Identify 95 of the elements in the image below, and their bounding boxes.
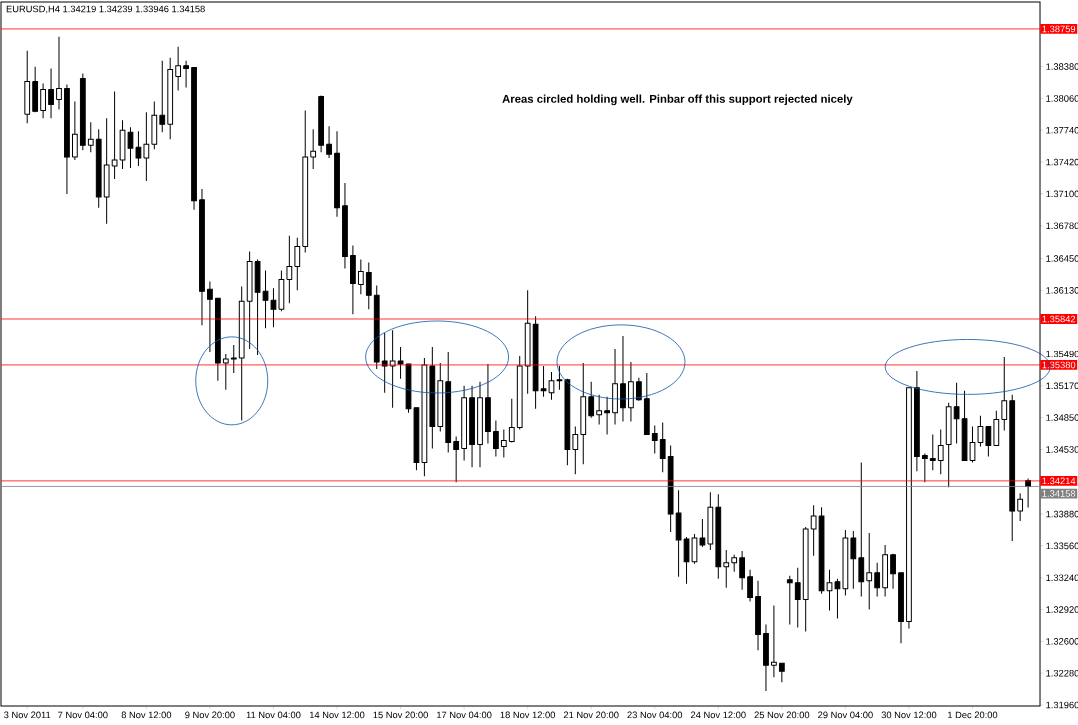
candlestick xyxy=(56,36,62,110)
ref-line-label: 1.35842 xyxy=(1042,315,1076,323)
candlestick xyxy=(659,422,666,473)
candlestick xyxy=(175,46,182,91)
candlestick xyxy=(596,394,603,426)
candlestick xyxy=(977,415,984,447)
candlestick xyxy=(500,429,507,458)
x-tick-label: 24 Nov 12:00 xyxy=(691,711,746,719)
x-tick-label: 7 Nov 04:00 xyxy=(58,711,108,719)
ref-line-label: 1.35380 xyxy=(1042,361,1076,369)
candlestick xyxy=(453,436,460,483)
candlestick xyxy=(1017,492,1024,522)
candlestick xyxy=(723,549,730,589)
y-tick-label: 1.31960 xyxy=(1046,701,1078,709)
candlestick xyxy=(794,567,801,628)
x-tick-label: 15 Nov 20:00 xyxy=(373,711,428,719)
candlestick xyxy=(747,569,753,603)
candlestick xyxy=(389,329,396,409)
y-tick-label: 1.36780 xyxy=(1046,222,1078,230)
y-tick-label: 1.36130 xyxy=(1046,287,1078,294)
candlestick xyxy=(572,426,579,475)
candlestick xyxy=(651,425,658,454)
candlestick xyxy=(921,452,928,483)
y-tick-label: 1.38380 xyxy=(1046,63,1078,70)
ref-line-label: 1.38759 xyxy=(1042,25,1076,33)
y-tick-label: 1.35490 xyxy=(1046,350,1078,358)
y-tick-label: 1.33560 xyxy=(1046,542,1078,550)
candlestick xyxy=(48,68,54,119)
y-tick-label: 1.37740 xyxy=(1046,126,1078,134)
candlestick xyxy=(786,575,793,625)
candlestick xyxy=(40,83,46,119)
candlestick xyxy=(771,605,777,678)
candlestick xyxy=(159,60,166,133)
candlestick xyxy=(858,461,865,598)
y-tick-label: 1.36450 xyxy=(1046,255,1078,262)
x-tick-label: 3 Nov 2011 xyxy=(4,711,51,719)
x-tick-label: 30 Nov 12:00 xyxy=(881,711,937,719)
y-tick-label: 1.32920 xyxy=(1046,606,1078,613)
candlestick xyxy=(111,90,118,180)
candlestick xyxy=(87,121,94,153)
candlestick xyxy=(143,111,150,182)
candlestick xyxy=(397,346,404,380)
x-tick-label: 25 Nov 20:00 xyxy=(754,711,810,719)
x-tick-label: 21 Nov 20:00 xyxy=(563,711,619,719)
x-tick-label: 23 Nov 04:00 xyxy=(627,711,683,719)
x-tick-label: 17 Nov 04:00 xyxy=(437,711,492,719)
annotation: Areas circled holding well. Pinbar off this support rejected nicely xyxy=(502,94,853,106)
y-tick-label: 1.32280 xyxy=(1046,669,1078,677)
candlestick xyxy=(890,553,896,590)
candlestick xyxy=(588,381,595,419)
candlestick xyxy=(953,382,960,444)
candlestick xyxy=(207,280,213,353)
ref-line-label: 1.34214 xyxy=(1042,477,1076,485)
y-tick-label: 1.37420 xyxy=(1046,158,1078,166)
y-tick-label: 1.34850 xyxy=(1046,414,1078,421)
x-tick-label: 1 Dec 20:00 xyxy=(948,711,998,719)
y-tick-label: 1.38060 xyxy=(1046,95,1078,102)
y-tick-label: 1.33880 xyxy=(1046,510,1078,518)
x-tick-label: 29 Nov 04:00 xyxy=(818,711,873,719)
candlestick xyxy=(230,344,237,374)
y-tick-label: 1.34530 xyxy=(1046,446,1078,453)
candlestick xyxy=(1001,356,1008,432)
candlestick xyxy=(493,420,499,457)
y-tick-label: 1.33240 xyxy=(1046,574,1078,582)
y-tick-label: 1.32600 xyxy=(1046,638,1078,645)
x-tick-label: 18 Nov 12:00 xyxy=(500,711,556,719)
x-tick-label: 9 Nov 20:00 xyxy=(185,711,235,719)
candlestick xyxy=(294,237,301,291)
y-tick-label: 1.37100 xyxy=(1046,190,1078,198)
candlestick xyxy=(222,353,229,391)
candlestick xyxy=(866,532,873,611)
candlestick xyxy=(739,550,746,591)
candlestick xyxy=(778,662,785,683)
candlestick xyxy=(874,562,881,598)
candlestick xyxy=(937,429,944,475)
candlestick xyxy=(604,396,610,436)
x-tick-label: 11 Nov 04:00 xyxy=(246,711,301,719)
candlestick xyxy=(357,259,364,295)
x-tick-label: 8 Nov 12:00 xyxy=(121,711,172,719)
x-tick-label: 14 Nov 12:00 xyxy=(309,711,365,719)
chart-title: EURUSD,H4 1.34219 1.34239 1.33946 1.34158 xyxy=(6,5,205,14)
candlestick xyxy=(620,335,626,423)
candlestick xyxy=(810,504,817,557)
candlestick xyxy=(286,235,293,304)
candlestick xyxy=(365,262,372,310)
candlestick xyxy=(183,60,189,89)
ref-line-label: 1.34158 xyxy=(1042,490,1076,497)
candlestick xyxy=(310,128,317,170)
candlestick xyxy=(985,426,992,457)
candlestick xyxy=(929,434,936,471)
candlestick xyxy=(72,100,78,161)
candlestick xyxy=(508,398,515,443)
candlestick xyxy=(326,125,332,159)
y-tick-label: 1.35170 xyxy=(1046,382,1078,390)
candlestick xyxy=(850,530,857,590)
